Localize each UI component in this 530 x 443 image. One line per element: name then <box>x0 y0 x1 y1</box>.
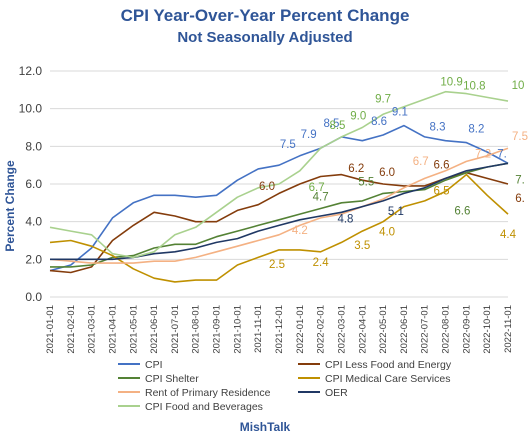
data-label: 9.1 <box>392 107 408 119</box>
series-lines <box>49 90 509 283</box>
legend: CPI CPI Less Food and Energy CPI Shelter CP… <box>118 359 452 413</box>
y-tick-label: 2.0 <box>25 252 42 266</box>
data-label: 5.1 <box>388 206 404 218</box>
x-tick-label: 2021-04-01 <box>107 305 118 354</box>
x-tick-label: 2022-03-01 <box>336 305 347 354</box>
data-label: 10 <box>512 80 525 92</box>
data-label: 9.7 <box>375 93 391 105</box>
x-tick-label: 2022-01-01 <box>295 305 306 354</box>
x-tick-label: 2021-08-01 <box>191 305 202 354</box>
data-label: 8.2 <box>468 124 484 136</box>
series-line-cpi-less-food-and-energy <box>49 171 509 274</box>
data-label: 5.5 <box>358 176 374 188</box>
series-line-cpi-shelter <box>50 162 509 268</box>
x-tick-label: 2022-11-01 <box>503 305 514 353</box>
data-label: 10.8 <box>463 81 485 93</box>
x-tick-label: 2022-10-01 <box>482 305 493 354</box>
footer-credit: MishTalk <box>239 420 291 434</box>
data-label: 10.9 <box>440 77 462 89</box>
data-labels: 7.57.98.5 8.69.18.3 8.27.6.78.59.09.710.9 1… <box>259 77 528 271</box>
y-tick-label: 4.0 <box>25 215 42 229</box>
data-label: 6.7 <box>309 182 325 194</box>
x-tick-label: 2021-05-01 <box>128 305 139 354</box>
x-tick-label: 2021-12-01 <box>274 305 285 354</box>
series-line-cpi-medical-care-services <box>49 173 509 283</box>
x-axis-ticks: 2021-01-01 2021-02-01 2021-03-01 2021-04-01… <box>45 305 514 354</box>
legend-label: CPI Food and Beverages <box>145 401 263 413</box>
data-label: 4.4 <box>500 229 517 241</box>
legend-label: OER <box>325 387 348 399</box>
legend-label: CPI Less Food and Energy <box>325 359 452 371</box>
y-tick-label: 6.0 <box>25 177 42 191</box>
y-tick-label: 10.0 <box>19 102 43 116</box>
data-label: 2.4 <box>313 257 330 269</box>
data-label: 4.2 <box>292 225 308 237</box>
data-label: 6.5 <box>434 186 450 198</box>
series-line-oer <box>50 162 509 261</box>
data-label: 4.0 <box>379 227 395 239</box>
data-label: 6. <box>515 193 525 205</box>
data-label: 8.5 <box>329 120 345 132</box>
x-tick-label: 2021-07-01 <box>170 305 181 354</box>
data-label: 7.2 <box>475 148 491 160</box>
x-tick-label: 2021-06-01 <box>149 305 160 354</box>
data-label: 3.5 <box>354 240 370 252</box>
data-label: 6.7 <box>413 156 429 168</box>
x-tick-label: 2022-09-01 <box>461 305 472 354</box>
data-label: 2.5 <box>269 259 285 271</box>
data-label: 6.2 <box>348 163 364 175</box>
chart-subtitle: Not Seasonally Adjusted <box>177 29 353 46</box>
x-tick-label: 2021-09-01 <box>212 305 223 354</box>
x-tick-label: 2021-02-01 <box>66 305 77 354</box>
data-label: 9.0 <box>350 111 366 123</box>
data-label: 4.7 <box>313 191 329 203</box>
data-label: 4.8 <box>337 214 353 226</box>
x-tick-label: 2021-01-01 <box>45 305 56 354</box>
y-tick-label: 8.0 <box>25 139 42 153</box>
series-line-rent-of-primary-residence <box>49 147 509 264</box>
series-line-cpi <box>49 124 509 272</box>
chart-title: CPI Year-Over-Year Percent Change <box>120 6 410 25</box>
grid-lines <box>50 70 508 298</box>
data-label: 8.3 <box>430 122 446 134</box>
y-axis-label: Percent Change <box>3 160 17 252</box>
x-tick-label: 2021-10-01 <box>232 305 243 354</box>
x-tick-label: 2022-07-01 <box>420 305 431 354</box>
x-tick-label: 2022-06-01 <box>399 305 410 354</box>
x-tick-label: 2022-04-01 <box>357 305 368 354</box>
data-label: 7.5 <box>280 139 296 151</box>
y-tick-label: 0.0 <box>25 290 42 304</box>
x-tick-label: 2021-11-01 <box>253 305 264 353</box>
data-label: 6.0 <box>259 181 275 193</box>
data-label: 6.0 <box>379 167 395 179</box>
x-tick-label: 2022-02-01 <box>316 305 327 354</box>
data-label: 7. <box>515 174 525 186</box>
y-tick-label: 12.0 <box>19 64 43 78</box>
x-tick-label: 2021-03-01 <box>87 305 98 354</box>
x-tick-label: 2022-08-01 <box>441 305 452 354</box>
data-label: 7.5 <box>512 131 528 143</box>
legend-label: CPI Medical Care Services <box>325 373 450 385</box>
data-label: 6.6 <box>434 160 450 172</box>
data-label: 6.6 <box>454 206 470 218</box>
data-label: 7. <box>497 148 507 160</box>
data-label: 8.6 <box>371 116 387 128</box>
data-label: 8.5 <box>323 118 339 130</box>
series-line-cpi-food-and-beverages <box>49 90 509 259</box>
legend-label: CPI Shelter <box>145 373 199 385</box>
legend-label: Rent of Primary Residence <box>145 387 271 399</box>
y-axis-ticks: 0.0 2.0 4.0 6.0 8.0 10.0 12.0 <box>19 64 43 304</box>
legend-label: CPI <box>145 359 163 371</box>
x-tick-label: 2022-05-01 <box>378 305 389 354</box>
data-label: 7.9 <box>301 129 317 141</box>
